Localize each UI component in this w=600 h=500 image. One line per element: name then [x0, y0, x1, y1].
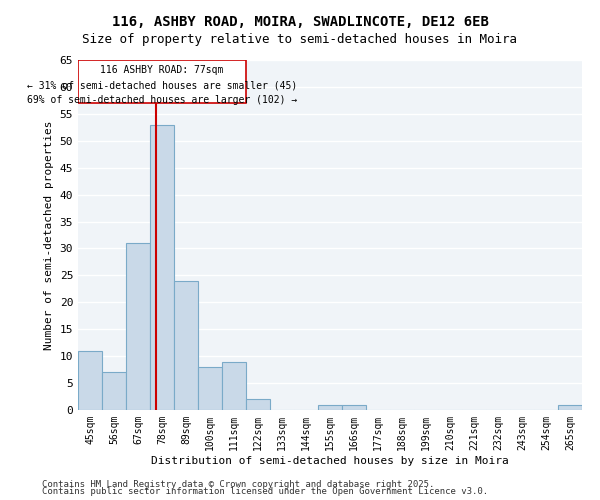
Text: 116 ASHBY ROAD: 77sqm: 116 ASHBY ROAD: 77sqm [100, 66, 224, 76]
Bar [558, 404, 582, 410]
Bar [126, 243, 150, 410]
Text: Size of property relative to semi-detached houses in Moira: Size of property relative to semi-detach… [83, 32, 517, 46]
Bar [318, 404, 342, 410]
Bar [102, 372, 126, 410]
Bar [342, 404, 366, 410]
Y-axis label: Number of semi-detached properties: Number of semi-detached properties [44, 120, 54, 350]
Bar [246, 399, 270, 410]
FancyBboxPatch shape [78, 60, 246, 103]
Bar [174, 281, 198, 410]
Bar [150, 124, 174, 410]
Text: 116, ASHBY ROAD, MOIRA, SWADLINCOTE, DE12 6EB: 116, ASHBY ROAD, MOIRA, SWADLINCOTE, DE1… [112, 15, 488, 29]
Text: Contains public sector information licensed under the Open Government Licence v3: Contains public sector information licen… [42, 488, 488, 496]
Text: 69% of semi-detached houses are larger (102) →: 69% of semi-detached houses are larger (… [27, 95, 297, 105]
Text: Contains HM Land Registry data © Crown copyright and database right 2025.: Contains HM Land Registry data © Crown c… [42, 480, 434, 489]
X-axis label: Distribution of semi-detached houses by size in Moira: Distribution of semi-detached houses by … [151, 456, 509, 466]
Bar [78, 351, 102, 410]
Text: ← 31% of semi-detached houses are smaller (45): ← 31% of semi-detached houses are smalle… [27, 80, 297, 90]
Bar [222, 362, 246, 410]
Bar [198, 367, 222, 410]
